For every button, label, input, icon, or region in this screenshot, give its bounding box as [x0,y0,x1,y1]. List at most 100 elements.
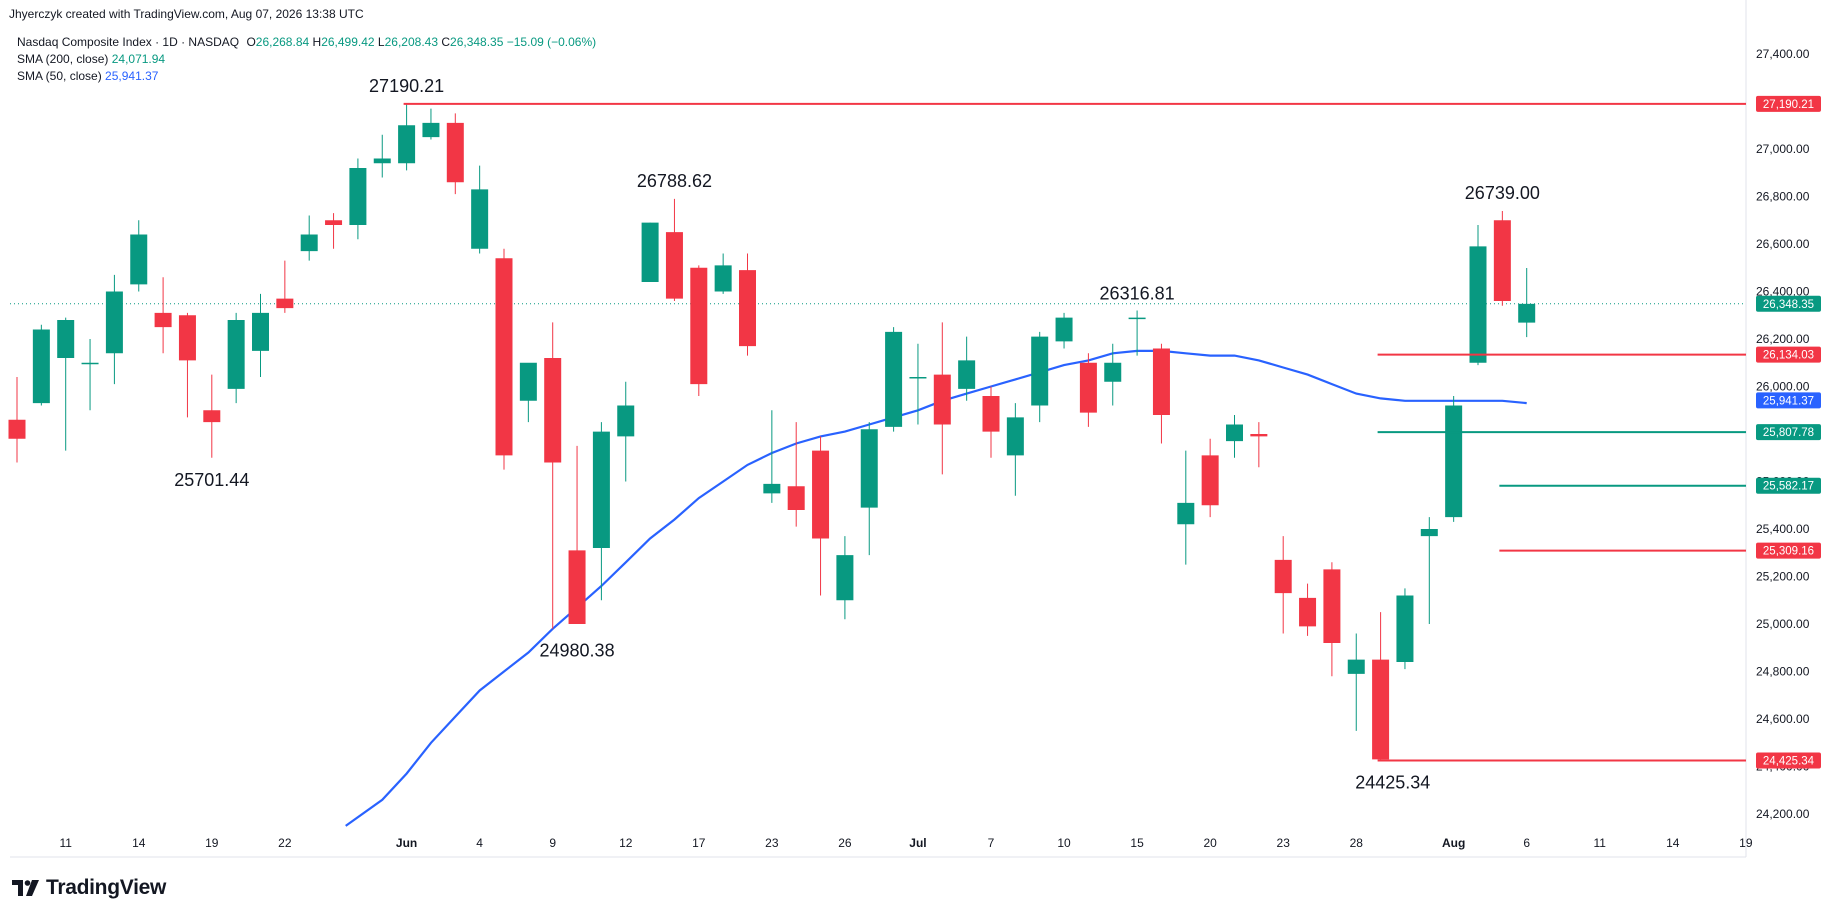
candle-body[interactable] [885,331,903,427]
candle-body[interactable] [1469,246,1487,363]
candle-body[interactable] [860,429,878,508]
candle-body[interactable] [252,312,269,351]
x-tick-label: 7 [988,836,995,850]
candle-body[interactable] [714,265,732,292]
candle-body[interactable] [787,486,805,510]
x-tick-label: 11 [59,836,72,850]
sma50-row[interactable]: SMA (50, close) 25,941.37 [17,68,596,85]
candle-body[interactable] [1274,559,1292,594]
candle-body[interactable] [276,298,294,309]
level-price-badge-bg [1756,424,1821,441]
y-tick-label: 27,000.00 [1756,142,1810,156]
candle-body[interactable] [519,362,537,401]
candle-body[interactable] [836,555,854,601]
close-value: 26,348.35 [450,35,504,49]
x-tick-label: 23 [1277,836,1291,850]
candle-body[interactable] [1347,659,1365,674]
x-tick-label: 26 [838,836,852,850]
open-value: 26,268.84 [255,35,310,49]
candle-body[interactable] [422,122,440,138]
change-value: −15.09 (−0.06%) [506,35,597,49]
candle-body[interactable] [690,267,708,385]
candle-body[interactable] [1323,569,1341,643]
x-tick-label: 14 [1666,836,1680,850]
candle-body[interactable] [1201,455,1219,506]
candle-body[interactable] [227,320,245,389]
candle-body[interactable] [81,362,99,365]
candle-body[interactable] [32,329,50,404]
candle-body[interactable] [8,419,26,439]
tradingview-brand-text: TradingView [46,876,167,899]
candle-body[interactable] [178,315,196,361]
candle-body[interactable] [1177,502,1195,525]
candle-body[interactable] [592,431,610,548]
sma200-row[interactable]: SMA (200, close) 24,071.94 [17,51,596,68]
price-annotation: 26788.62 [637,171,712,191]
candle-body[interactable] [1299,597,1317,627]
candle-body[interactable] [1250,434,1268,437]
sma50-price-badge-bg [1756,392,1821,409]
candle-body[interactable] [471,189,489,249]
candle-body[interactable] [665,232,683,299]
candle-body[interactable] [1079,362,1097,413]
candle-body[interactable] [1128,317,1146,320]
candle-body[interactable] [544,358,562,463]
candle-body[interactable] [1055,317,1073,342]
candle-body[interactable] [1518,303,1536,323]
y-tick-label: 26,600.00 [1756,237,1810,251]
candle-body[interactable] [909,377,927,379]
symbol-name[interactable]: Nasdaq Composite Index · 1D · NASDAQ [17,35,240,49]
candle-body[interactable] [641,222,659,282]
high-value: 26,499.42 [321,35,375,49]
candle-body[interactable] [1006,417,1024,456]
candle-body[interactable] [325,220,343,225]
level-price-badge: 24,425.34 [1763,755,1815,767]
candle-body[interactable] [933,374,951,425]
y-tick-label: 26,400.00 [1756,285,1810,299]
candle-body[interactable] [373,158,391,164]
y-tick-label: 25,000.00 [1756,617,1810,631]
candle-body[interactable] [982,396,1000,432]
y-tick-label: 26,000.00 [1756,380,1810,394]
candle-body[interactable] [1031,336,1049,406]
x-tick-label: 20 [1203,836,1217,850]
ohlc-row: Nasdaq Composite Index · 1D · NASDAQ O26… [17,34,596,51]
candle-body[interactable] [1396,595,1414,663]
candle-body[interactable] [812,450,830,539]
candle-body[interactable] [57,320,75,358]
candle-body[interactable] [568,550,586,624]
candle-body[interactable] [958,360,976,389]
y-tick-label: 27,400.00 [1756,47,1810,61]
tradingview-logo[interactable]: TradingView [12,876,166,900]
candle-body[interactable] [617,405,635,437]
candle-body[interactable] [739,270,756,347]
candle-body[interactable] [130,234,148,285]
candle-body[interactable] [1372,659,1390,760]
open-label: O [246,35,256,49]
candle-body[interactable] [105,291,123,354]
candle-body[interactable] [763,483,781,494]
high-label: H [312,35,322,49]
level-price-badge-bg [1756,542,1821,559]
level-price-badge: 25,807.78 [1763,427,1814,439]
candle-body[interactable] [1493,220,1511,301]
y-tick-label: 24,600.00 [1756,712,1810,726]
candle-body[interactable] [154,312,172,328]
candle-body[interactable] [1226,424,1243,442]
candle-body[interactable] [495,258,513,456]
x-tick-label: 28 [1350,836,1364,850]
candle-body[interactable] [300,234,318,252]
y-tick-label: 25,200.00 [1756,570,1810,584]
candle-body[interactable] [1445,405,1463,518]
candle-body[interactable] [446,122,464,183]
level-price-badge-bg [1756,477,1821,494]
candle-body[interactable] [203,410,221,423]
x-tick-label: 14 [132,836,146,850]
candle-body[interactable] [1152,348,1170,416]
candle-body[interactable] [349,168,367,225]
candle-body[interactable] [1104,362,1122,382]
candle-body[interactable] [1420,529,1438,537]
x-tick-label: 6 [1523,836,1530,850]
candle-body[interactable] [398,125,416,164]
